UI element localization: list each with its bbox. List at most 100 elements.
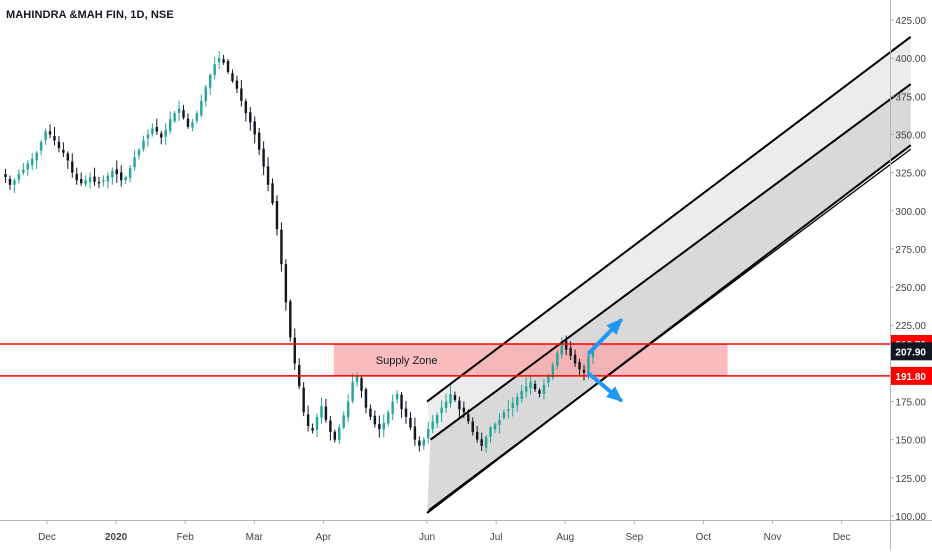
candle-body xyxy=(378,423,381,430)
candle-body xyxy=(173,113,176,122)
candle-body xyxy=(587,355,590,375)
candle-body xyxy=(386,412,390,424)
candle xyxy=(17,169,21,184)
candle-body xyxy=(88,177,92,183)
candle xyxy=(137,148,141,160)
candle-body xyxy=(524,386,528,392)
x-tick-label: 2020 xyxy=(105,532,128,543)
candle-body xyxy=(564,340,568,350)
x-tick-label: Sep xyxy=(625,532,643,543)
candle xyxy=(315,413,319,437)
candle xyxy=(329,415,332,441)
candle xyxy=(222,54,225,65)
candle-body xyxy=(289,301,292,338)
candle-body xyxy=(480,439,483,446)
current-price-tag-text: 207.90 xyxy=(895,347,926,358)
candle xyxy=(266,157,270,192)
candle-body xyxy=(31,158,34,166)
candle-body xyxy=(106,175,110,182)
candle-body xyxy=(431,421,434,429)
supply-zone-label: Supply Zone xyxy=(376,355,438,367)
y-tick-label: 150.00 xyxy=(895,436,926,447)
candle-body xyxy=(191,122,194,128)
candle xyxy=(84,175,87,187)
candle-body xyxy=(533,383,537,390)
candle-body xyxy=(222,59,225,63)
candle xyxy=(480,432,483,452)
candle xyxy=(44,128,47,145)
candle-body xyxy=(413,426,417,440)
candle-body xyxy=(284,264,288,303)
candle-body xyxy=(102,180,105,182)
candle xyxy=(582,364,586,381)
candle-body xyxy=(382,422,385,430)
candle xyxy=(386,410,390,427)
y-tick-label: 425.00 xyxy=(895,16,926,27)
candle-body xyxy=(538,390,541,394)
candle xyxy=(342,411,345,430)
symbol-title[interactable]: MAHINDRA &MAH FIN, 1D, NSE xyxy=(6,9,174,21)
candle xyxy=(373,410,377,428)
candle-body xyxy=(333,431,337,440)
candle-body xyxy=(520,390,523,399)
channel-lower-line-2 xyxy=(428,148,912,511)
candle-body xyxy=(462,407,466,413)
candle-body xyxy=(498,419,501,425)
candle-body xyxy=(231,73,234,82)
candle-body xyxy=(115,169,118,175)
candle-body xyxy=(253,121,256,135)
candle xyxy=(280,222,283,272)
candle-body xyxy=(111,171,114,178)
y-tick-label: 375.00 xyxy=(895,92,926,103)
candle xyxy=(4,168,7,183)
candle xyxy=(542,379,546,400)
candle xyxy=(195,110,199,124)
candle xyxy=(93,167,96,186)
candle xyxy=(155,118,159,135)
candle xyxy=(538,388,541,398)
candle-body xyxy=(578,362,581,370)
candle-body xyxy=(186,118,190,127)
level-tag-lower-text: 191.80 xyxy=(895,372,926,383)
candle xyxy=(391,394,394,420)
candle xyxy=(160,130,163,145)
candle xyxy=(177,100,181,121)
candle-body xyxy=(120,172,123,181)
x-tick-label: Apr xyxy=(316,532,332,543)
candle xyxy=(484,435,488,453)
candle xyxy=(302,382,305,417)
channel-lower-line xyxy=(426,144,912,514)
candle xyxy=(102,175,105,187)
candle xyxy=(346,394,350,423)
candle-body xyxy=(369,408,372,417)
candle xyxy=(8,175,12,190)
candle-body xyxy=(275,200,279,230)
candle xyxy=(395,390,399,404)
candle xyxy=(453,391,457,402)
candle-body xyxy=(39,142,43,151)
candle-body xyxy=(48,131,52,135)
x-tick-label: Dec xyxy=(38,532,56,543)
candle xyxy=(320,397,323,424)
drawing-lines xyxy=(0,35,912,514)
x-tick-label: Mar xyxy=(246,532,264,543)
candle xyxy=(271,178,274,206)
y-tick-label: 250.00 xyxy=(895,283,926,294)
candle-body xyxy=(8,178,12,185)
supply-zone-box xyxy=(333,344,728,376)
candle-body xyxy=(409,417,412,428)
candle xyxy=(551,362,555,381)
candle-body xyxy=(155,127,159,132)
candle xyxy=(146,129,150,147)
candle xyxy=(128,164,132,183)
candle xyxy=(311,423,314,434)
candle xyxy=(556,350,559,370)
candle xyxy=(493,422,497,434)
candle xyxy=(120,165,123,187)
candle xyxy=(31,153,34,171)
candle xyxy=(489,425,492,444)
candle xyxy=(115,160,118,183)
